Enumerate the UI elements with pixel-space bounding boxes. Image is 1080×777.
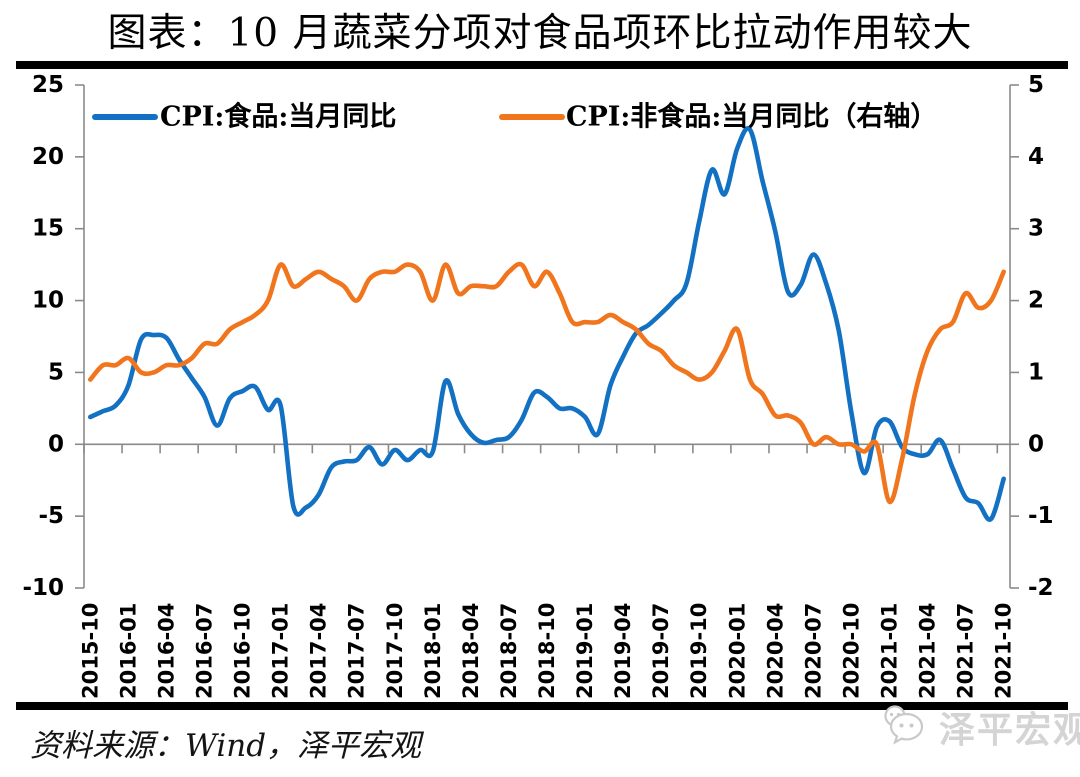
y-right-tick-label: 2 (1028, 288, 1044, 314)
y-left-tick-label: -10 (22, 575, 64, 601)
y-right-tick-label: 4 (1028, 144, 1044, 170)
series-0 (88, 126, 1006, 522)
y-right-tick-label: -1 (1028, 503, 1054, 529)
x-tick-label: 2019-01 (573, 603, 597, 699)
x-tick-label: 2019-04 (611, 603, 635, 699)
x-tick-label: 2017-01 (269, 603, 293, 699)
y-left-tick-label: 0 (48, 431, 64, 457)
footer-divider (16, 702, 1068, 710)
x-axis: 2015-10 2016-01 2016-04 2016-07 2016-10 2017-… (78, 444, 1016, 699)
x-tick-label: 2020-01 (725, 603, 749, 699)
title-divider (16, 61, 1068, 69)
y-right-tick-label: 0 (1028, 431, 1044, 457)
x-tick-label: 2016-10 (231, 603, 255, 699)
y-left-tick-label: -5 (38, 503, 64, 529)
legend-label-0: CPI:食品:当月同比 (160, 101, 396, 133)
x-tick-label: 2018-07 (497, 603, 521, 699)
wechat-icon (884, 705, 924, 745)
legend: CPI:食品:当月同比 CPI:非食品:当月同比（右轴） (92, 101, 937, 133)
y-right-tick-label: 1 (1028, 359, 1044, 385)
x-tick-label: 2018-10 (535, 603, 559, 699)
page-title: 图表：10 月蔬菜分项对食品项环比拉动作用较大 (107, 11, 973, 56)
x-tick-label: 2018-04 (459, 603, 483, 699)
x-tick-label: 2020-07 (801, 603, 825, 699)
x-tick-label: 2016-04 (154, 603, 178, 699)
x-tick-label: 2019-10 (687, 603, 711, 699)
x-tick-label: 2016-07 (193, 603, 217, 699)
brand-watermark: 泽平宏观 (878, 701, 1080, 753)
y-axis-right: 5 4 3 2 1 0 -1 -2 (1010, 72, 1054, 601)
x-tick-label: 2016-01 (116, 603, 140, 699)
x-tick-label: 2017-07 (345, 603, 369, 699)
x-tick-label: 2020-04 (763, 603, 787, 699)
x-tick-label: 2020-10 (839, 603, 863, 699)
y-axis-left: 25 20 15 10 5 0 -5 -10 (22, 72, 84, 601)
x-tick-label: 2021-01 (877, 603, 901, 699)
series-line-0 (88, 126, 1006, 522)
x-tick-label: 2018-01 (421, 603, 445, 699)
y-right-tick-label: 3 (1028, 216, 1044, 242)
y-left-tick-label: 15 (32, 216, 64, 242)
y-left-tick-label: 20 (32, 144, 64, 170)
y-right-tick-label: -2 (1028, 575, 1054, 601)
x-tick-label: 2021-07 (954, 603, 978, 699)
x-tick-label: 2021-04 (916, 603, 940, 699)
x-tick-label: 2021-10 (992, 603, 1016, 699)
watermark-label: 泽平宏观 (939, 710, 1080, 751)
x-tick-label: 2015-10 (78, 603, 102, 699)
y-left-tick-label: 25 (32, 72, 64, 98)
legend-label-1: CPI:非食品:当月同比（右轴） (566, 101, 937, 133)
data-source-note: 资料来源：Wind，泽平宏观 (30, 728, 422, 764)
y-left-tick-label: 10 (32, 288, 64, 314)
y-right-tick-label: 5 (1028, 72, 1044, 98)
x-tick-label: 2017-10 (383, 603, 407, 699)
y-left-tick-label: 5 (48, 359, 64, 385)
x-tick-label: 2019-07 (649, 603, 673, 699)
series-1 (88, 261, 1006, 505)
x-tick-label: 2017-04 (307, 603, 331, 699)
series-line-1 (88, 261, 1006, 505)
